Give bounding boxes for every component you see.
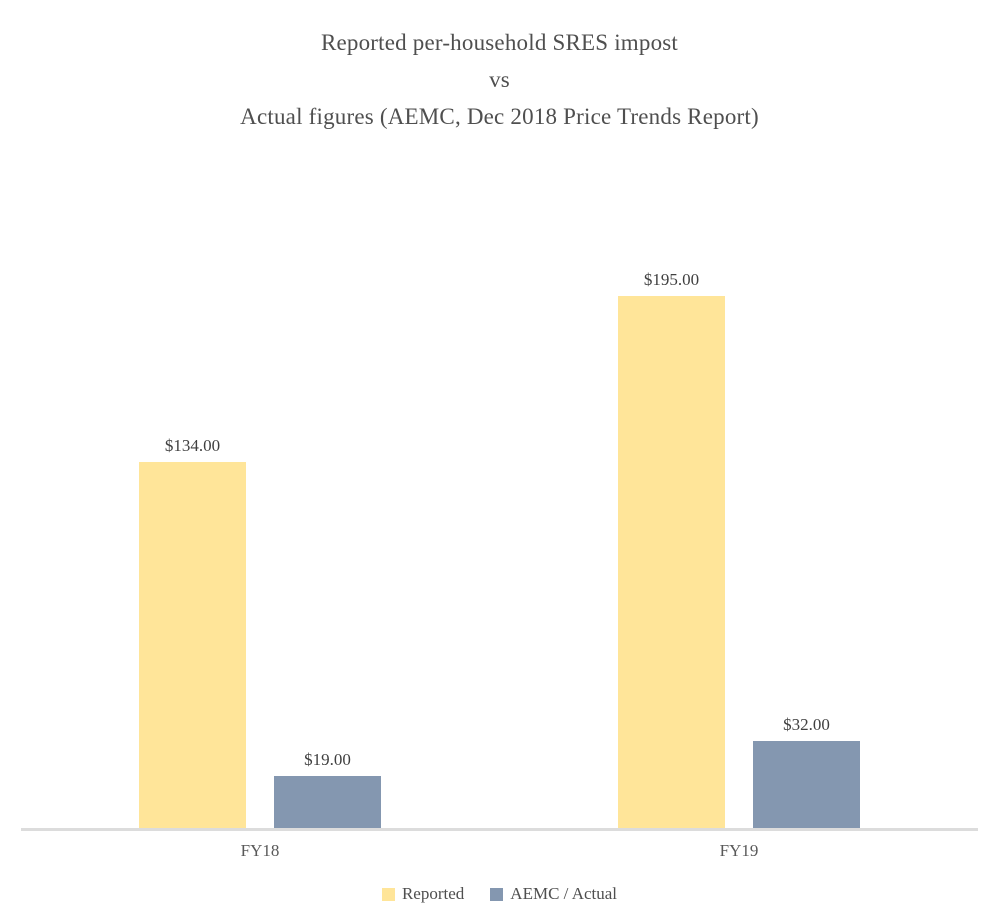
legend-swatch-aemc-actual — [490, 887, 504, 901]
chart-title: Reported per-household SRES impost vs Ac… — [0, 24, 999, 135]
legend: Reported AEMC / Actual — [0, 884, 999, 904]
legend-swatch-reported — [381, 887, 395, 901]
chart-title-line-2: vs — [489, 67, 510, 92]
value-label-reported-fy19: $195.00 — [643, 270, 700, 289]
value-label-aemc-actual-fy18: $19.00 — [304, 750, 351, 769]
legend-item-reported: Reported — [381, 884, 465, 904]
chart-title-line-1: Reported per-household SRES impost — [320, 30, 679, 55]
category-label-fy18: FY18 — [240, 841, 280, 860]
value-label-aemc-actual-fy19: $32.00 — [783, 715, 830, 734]
bar-reported-fy18 — [139, 462, 246, 828]
legend-label-aemc-actual: AEMC / Actual — [510, 884, 618, 903]
bar-aemc-actual-fy18 — [274, 776, 381, 828]
category-label-fy19: FY19 — [719, 841, 759, 860]
value-label-reported-fy18: $134.00 — [164, 436, 221, 455]
bar-aemc-actual-fy19 — [753, 741, 860, 828]
bar-reported-fy19 — [618, 296, 725, 828]
legend-item-aemc-actual: AEMC / Actual — [490, 884, 617, 904]
x-axis-line — [21, 828, 978, 831]
chart-title-line-3: Actual figures (AEMC, Dec 2018 Price Tre… — [240, 104, 759, 129]
legend-label-reported: Reported — [401, 884, 465, 903]
